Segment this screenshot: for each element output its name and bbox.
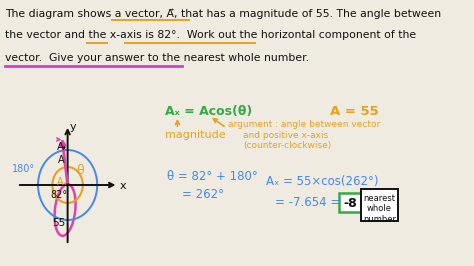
Text: Aₓ = 55×cos(262°): Aₓ = 55×cos(262°) [266, 175, 379, 188]
Text: →
A: → A [58, 143, 66, 165]
Text: magnitude: magnitude [165, 130, 226, 140]
Text: A = 55: A = 55 [329, 105, 378, 118]
FancyBboxPatch shape [339, 193, 361, 212]
Text: = -7.654 =: = -7.654 = [274, 196, 340, 209]
Text: the vector and the x-axis is 82°.  Work out the horizontal component of the: the vector and the x-axis is 82°. Work o… [5, 30, 416, 40]
Text: and positive x-axis: and positive x-axis [243, 131, 328, 140]
Text: (counter-clockwise): (counter-clockwise) [243, 141, 332, 150]
Text: = 262°: = 262° [182, 188, 224, 201]
Text: vector.  Give your answer to the nearest whole number.: vector. Give your answer to the nearest … [5, 53, 309, 63]
Text: argument : angle between vector: argument : angle between vector [228, 120, 381, 129]
Text: Aₓ: Aₓ [57, 177, 68, 187]
Text: 55: 55 [53, 218, 66, 228]
Text: 180°: 180° [12, 164, 36, 174]
Text: θ: θ [76, 164, 84, 177]
Text: -8: -8 [343, 197, 357, 210]
Text: 82°: 82° [51, 190, 68, 200]
Text: nearest
whole
number: nearest whole number [363, 194, 396, 224]
Text: y: y [69, 122, 76, 132]
FancyBboxPatch shape [361, 189, 398, 221]
Text: x: x [120, 181, 127, 191]
Text: Aₓ = Acos(θ): Aₓ = Acos(θ) [165, 105, 252, 118]
Text: The diagram shows a vector, A⃗, that has a magnitude of 55. The angle between: The diagram shows a vector, A⃗, that has… [5, 8, 441, 19]
Text: θ = 82° + 180°: θ = 82° + 180° [167, 170, 258, 183]
Text: A: A [56, 143, 64, 152]
